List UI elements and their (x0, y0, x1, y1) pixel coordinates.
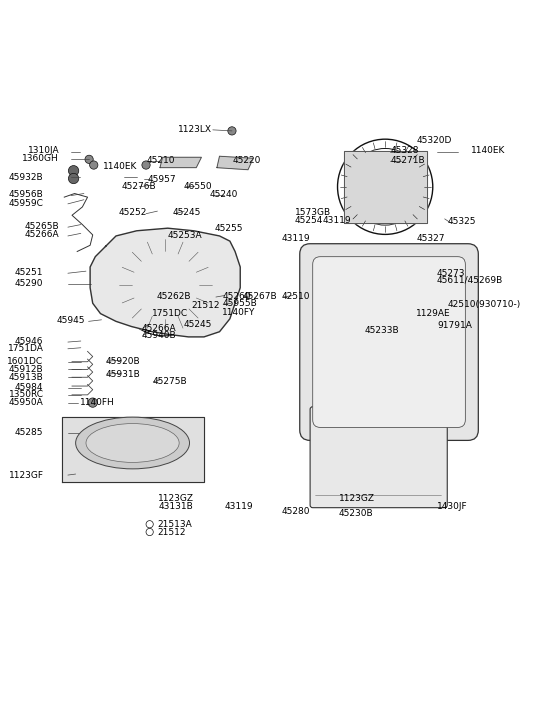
Circle shape (68, 165, 79, 176)
Text: 1360GH: 1360GH (23, 154, 59, 163)
Text: 1573GB: 1573GB (295, 208, 331, 217)
Text: 45920B: 45920B (105, 356, 140, 366)
Text: 45946: 45946 (15, 337, 44, 346)
Circle shape (225, 158, 233, 166)
Text: 1140EK: 1140EK (471, 146, 505, 155)
Text: 45233B: 45233B (364, 326, 399, 334)
Text: 1140FH: 1140FH (80, 398, 115, 407)
Text: 45959C: 45959C (9, 199, 44, 208)
Text: 45320D: 45320D (416, 136, 451, 145)
Circle shape (379, 180, 391, 193)
Text: 45220: 45220 (232, 156, 261, 165)
Text: 45271B: 45271B (391, 156, 425, 165)
Text: 46550: 46550 (183, 182, 212, 191)
Text: 45254: 45254 (295, 216, 323, 225)
Text: 45230B: 45230B (338, 509, 373, 518)
Text: 45328: 45328 (391, 146, 419, 155)
Text: 45245: 45245 (183, 320, 211, 329)
Text: 1310JA: 1310JA (27, 146, 59, 155)
Polygon shape (160, 158, 201, 168)
Text: 1430JF: 1430JF (437, 502, 468, 510)
Ellipse shape (76, 417, 189, 469)
Text: 45940B: 45940B (142, 331, 176, 340)
Circle shape (183, 158, 191, 166)
Text: 45956B: 45956B (9, 190, 44, 199)
Text: 45945: 45945 (56, 317, 85, 325)
Text: 45957: 45957 (147, 175, 176, 183)
Text: 45276B: 45276B (121, 182, 156, 191)
Text: 45325: 45325 (447, 217, 476, 226)
Text: 45955B: 45955B (222, 299, 257, 307)
Text: 21512: 21512 (191, 301, 220, 310)
Text: 45285: 45285 (15, 428, 44, 437)
FancyBboxPatch shape (300, 244, 478, 440)
Text: 45912B: 45912B (9, 365, 44, 374)
Text: 45253A: 45253A (168, 231, 202, 241)
Circle shape (85, 155, 93, 163)
Text: 45267B: 45267B (243, 292, 278, 301)
Text: 45950A: 45950A (9, 398, 44, 407)
Text: 45252: 45252 (119, 208, 147, 217)
Text: 45210: 45210 (147, 156, 175, 165)
Text: 1123LX: 1123LX (178, 126, 212, 134)
Text: 45611/45269B: 45611/45269B (437, 275, 503, 285)
Polygon shape (217, 156, 253, 170)
Text: 45273: 45273 (437, 268, 465, 278)
Text: 42510(930710-): 42510(930710-) (447, 300, 520, 309)
Circle shape (142, 161, 150, 169)
Text: 1123GF: 1123GF (9, 471, 44, 479)
Text: 1350RC: 1350RC (9, 391, 44, 399)
Text: 1140FY: 1140FY (222, 308, 256, 317)
Text: 43131B: 43131B (159, 502, 194, 510)
Text: 1123GZ: 1123GZ (338, 494, 374, 503)
Text: 45265B: 45265B (24, 222, 59, 231)
FancyBboxPatch shape (310, 407, 447, 508)
Text: 45266A: 45266A (24, 231, 59, 239)
Text: 1751DA: 1751DA (8, 344, 44, 354)
Text: 1751DC: 1751DC (152, 309, 188, 318)
Circle shape (158, 278, 173, 293)
Text: 1140EK: 1140EK (103, 162, 137, 170)
Text: 45913B: 45913B (9, 373, 44, 382)
FancyBboxPatch shape (313, 256, 465, 427)
Text: 45932B: 45932B (9, 173, 44, 182)
Text: 45984: 45984 (15, 383, 44, 392)
Text: 43119: 43119 (281, 234, 310, 243)
Ellipse shape (86, 424, 179, 462)
Text: 45251: 45251 (15, 268, 44, 277)
Text: 91791A: 91791A (437, 321, 472, 330)
Text: 45260: 45260 (222, 292, 251, 301)
Text: 45931B: 45931B (105, 370, 140, 378)
Text: 1601DC: 1601DC (8, 357, 44, 366)
Text: 45262B: 45262B (157, 292, 191, 301)
Text: 45245: 45245 (173, 208, 201, 217)
Circle shape (376, 330, 405, 359)
Text: 45275B: 45275B (152, 378, 187, 386)
Polygon shape (62, 417, 204, 482)
Text: 45280: 45280 (281, 507, 310, 515)
Text: 45266A: 45266A (142, 324, 176, 332)
Text: 45327: 45327 (416, 234, 445, 243)
Text: 21512: 21512 (158, 528, 186, 537)
Text: 43119: 43119 (323, 216, 352, 225)
Text: 45240: 45240 (209, 190, 238, 199)
Circle shape (228, 127, 236, 135)
Circle shape (90, 161, 98, 169)
Text: 42510: 42510 (281, 292, 310, 301)
Text: 43119: 43119 (225, 502, 253, 510)
Circle shape (88, 398, 97, 408)
Circle shape (68, 173, 79, 184)
Polygon shape (90, 228, 240, 337)
Polygon shape (344, 151, 427, 223)
Text: 1129AE: 1129AE (416, 309, 451, 318)
Text: 45255: 45255 (214, 224, 243, 233)
Text: 1123GZ: 1123GZ (158, 494, 194, 503)
Text: 45290: 45290 (15, 279, 44, 288)
Text: 21513A: 21513A (158, 520, 192, 529)
